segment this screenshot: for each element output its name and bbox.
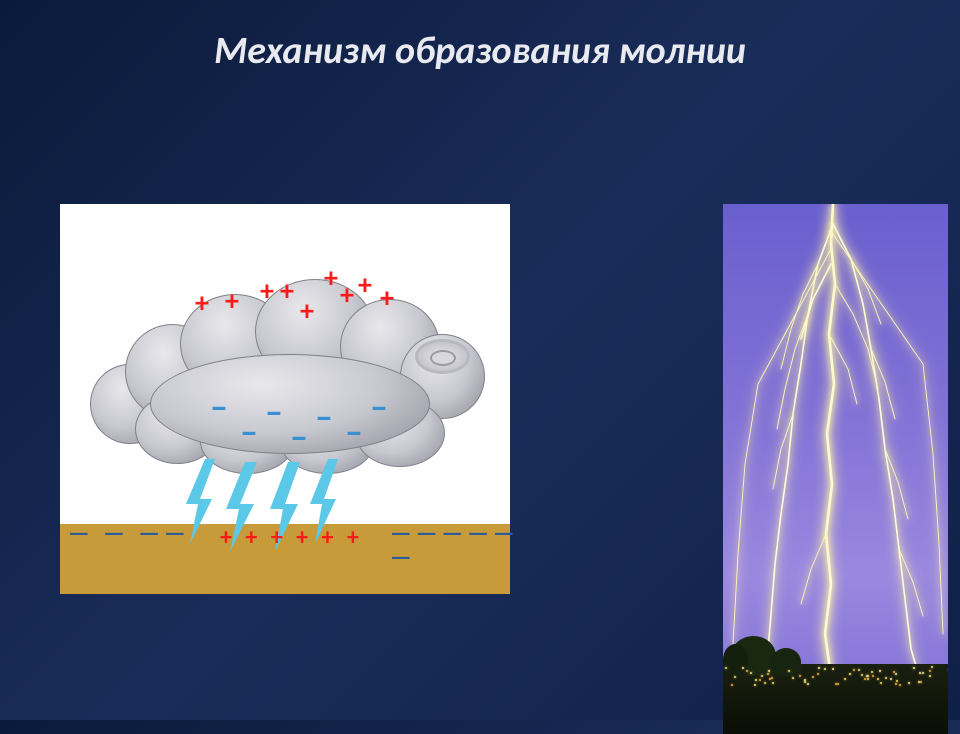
city-light-dot	[788, 670, 790, 672]
city-light-dot	[768, 670, 770, 672]
city-light-dot	[879, 670, 881, 672]
city-light-dot	[807, 683, 809, 685]
lightning-branch	[885, 449, 908, 519]
positive-charge: +	[280, 277, 294, 305]
city-light-dot	[913, 667, 915, 669]
city-light-dot	[896, 680, 898, 682]
city-light-dot	[832, 668, 834, 670]
photo-city-lights	[723, 666, 948, 686]
city-light-dot	[771, 677, 773, 679]
city-light-dot	[812, 676, 814, 678]
city-light-dot	[835, 683, 837, 685]
city-light-dot	[764, 682, 766, 684]
lightning-branch	[871, 349, 895, 419]
city-light-dot	[750, 672, 752, 674]
city-light-dot	[931, 666, 933, 668]
city-light-dot	[890, 678, 892, 680]
lightning-diagram: +++++++++––––––– — — —— + + + + + + ————…	[60, 204, 510, 594]
city-light-dot	[792, 677, 794, 679]
city-light-dot	[880, 682, 882, 684]
lightning-branch	[801, 534, 826, 604]
city-light-dot	[895, 683, 897, 685]
city-light-dot	[767, 673, 769, 675]
city-light-dot	[872, 675, 874, 677]
negative-charge: –	[345, 414, 363, 450]
ground-negative-left: — — ——	[68, 522, 190, 546]
city-light-dot	[919, 672, 921, 674]
city-light-dot	[755, 679, 757, 681]
lightning-branch	[851, 259, 881, 324]
negative-charge: –	[240, 414, 258, 450]
positive-charge: +	[358, 271, 372, 299]
positive-charge: +	[260, 277, 274, 305]
lightning-photograph	[723, 204, 948, 734]
positive-charge: +	[380, 284, 394, 312]
city-light-dot	[899, 684, 901, 686]
city-light-dot	[844, 678, 846, 680]
city-light-dot	[761, 675, 763, 677]
city-light-dot	[918, 681, 920, 683]
city-light-dot	[885, 677, 887, 679]
ground-negative-right: ————— —	[390, 522, 519, 570]
city-light-dot	[824, 668, 826, 670]
negative-charge: –	[290, 419, 308, 455]
city-light-dot	[864, 678, 866, 680]
positive-charge: +	[300, 297, 314, 325]
negative-charge: –	[315, 399, 333, 435]
cloud-swirl	[415, 339, 470, 374]
city-light-dot	[754, 684, 756, 686]
city-light-dot	[759, 679, 761, 681]
positive-charge: +	[195, 289, 209, 317]
ground-positive-middle: + + + + + +	[220, 526, 363, 550]
city-light-dot	[817, 673, 819, 675]
city-light-dot	[871, 671, 873, 673]
city-light-dot	[731, 684, 733, 686]
lightning-branch	[833, 224, 916, 666]
positive-charge: +	[225, 287, 239, 315]
city-light-dot	[908, 682, 910, 684]
city-light-dot	[734, 676, 736, 678]
city-light-dot	[922, 672, 924, 674]
city-light-dot	[929, 675, 931, 677]
lightning-branch	[833, 234, 943, 634]
city-light-dot	[861, 674, 863, 676]
city-light-dot	[849, 673, 851, 675]
lightning-branch	[767, 224, 833, 662]
city-light-dot	[929, 670, 931, 672]
slide-title: Механизм образования молнии	[0, 0, 960, 74]
city-light-dot	[866, 675, 868, 677]
city-light-dot	[772, 682, 774, 684]
city-light-dot	[920, 681, 922, 683]
city-light-dot	[818, 667, 820, 669]
city-light-dot	[877, 678, 879, 680]
lightning-branch	[781, 264, 818, 369]
city-light-dot	[895, 673, 897, 675]
city-light-dot	[746, 670, 748, 672]
city-light-dot	[799, 675, 801, 677]
content-area: +++++++++––––––– — — —— + + + + + + ————…	[0, 74, 960, 674]
negative-charge: –	[210, 389, 228, 425]
negative-charge: –	[265, 394, 283, 430]
positive-charge: +	[324, 264, 338, 292]
city-light-dot	[742, 667, 744, 669]
city-light-dot	[853, 669, 855, 671]
negative-charge: –	[370, 389, 388, 425]
city-light-dot	[837, 683, 839, 685]
city-light-dot	[858, 669, 860, 671]
positive-charge: +	[340, 281, 354, 309]
city-light-dot	[725, 667, 727, 669]
city-light-dot	[867, 678, 869, 680]
